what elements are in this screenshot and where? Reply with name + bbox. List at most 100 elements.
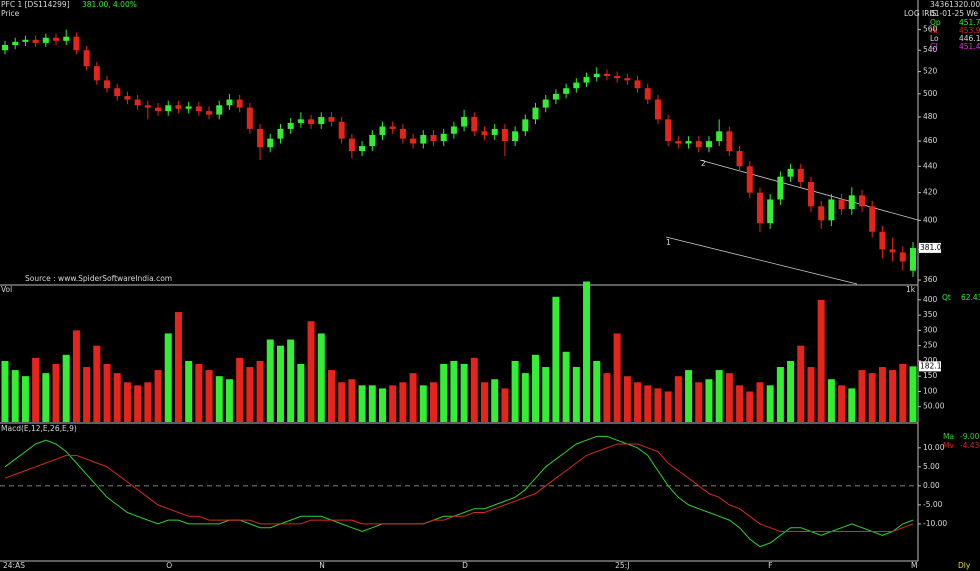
candle-body [165,105,172,112]
volume-bar [113,373,121,422]
y-tick-label: 5.00 [923,462,940,471]
candle-body [481,131,488,135]
candle-body [104,80,111,89]
volume-bar [215,376,223,422]
legend-label: Ma [943,432,954,441]
volume-bar [185,360,193,422]
candle-body [328,116,335,122]
volume-bar [756,382,764,422]
volume-bar [32,357,40,422]
ohlc-label: Hi [930,26,938,35]
candle-body [42,37,49,43]
candle-body [695,141,702,148]
symbol: PFC 1 [DS114299] [1,0,70,9]
macd-line [4,435,914,548]
volume-bar [511,360,519,422]
x-tick-label: 24:AS [3,561,25,570]
candle-body [736,151,743,167]
candle-body [838,199,845,210]
volume-bar [787,360,795,422]
volume-bar [429,382,437,422]
last-price-box [919,242,941,253]
volume-bar [838,385,846,422]
scale-flag: IRIS [922,9,937,18]
ohlc-label: Op [930,18,941,27]
candle-body [410,138,417,144]
volume-bar [1,360,9,422]
volume-bar [613,333,621,422]
candle-body [175,105,182,109]
volume-bar [276,345,284,422]
candle-body [603,73,610,76]
qt-label: Qt [942,293,951,302]
volume-bar [654,388,662,422]
volume-bar [593,360,601,422]
volume-bar [817,299,825,422]
candle-body [501,128,508,142]
candle-body [665,119,672,142]
period: Dly [958,561,971,570]
candle-body [195,106,202,112]
volume-bar [491,379,499,422]
candle-body [338,121,345,139]
candle-body [399,128,406,139]
volume-bar [440,363,448,422]
candle-body [359,146,366,152]
volume-bar [562,351,570,422]
volume-bar [572,367,580,422]
ohlc-value: 446.10 [959,34,980,43]
candle-body [542,99,549,108]
volume-bar [93,345,101,422]
volume-bar [11,370,19,422]
volume-bar [797,345,805,422]
candle-body [614,75,621,79]
volume-bar [195,363,203,422]
panel-label: Price [1,9,20,18]
candle-body [777,176,784,200]
volume-bar [674,376,682,422]
volume-bar [174,312,182,422]
candle-body [563,88,570,94]
candle-body [522,119,529,132]
x-tick-label: D [462,561,468,570]
volume-bar [389,385,397,422]
candle-body [226,99,233,106]
candle-body [12,41,19,45]
y-tick-label: 420 [923,188,938,197]
volume-bar [705,379,713,422]
x-tick-label: F [768,561,772,570]
volume-bar [644,385,652,422]
y-tick-label: 460 [923,136,938,145]
y-tick-label: 50.00 [923,402,945,411]
y-tick-label: 350 [923,310,938,319]
y-tick-label: 400 [923,215,938,224]
scale-flag: LOG [904,9,920,18]
y-tick-label: 10.00 [923,443,945,452]
y-tick-label: 200 [923,356,938,365]
candle-body [634,80,641,89]
unit: 1k [906,285,916,294]
volume-bar [144,382,152,422]
candle-body [53,37,60,41]
candle-body [573,82,580,89]
candle-body [73,36,80,51]
candle-body [348,138,355,152]
candle-body [32,39,39,43]
y-tick-label: 250 [923,341,938,350]
candle-body [512,131,519,142]
volume-bar [776,367,784,422]
candle-body [2,44,8,51]
info: 34361320.00 [930,0,980,9]
candle-body [491,128,498,135]
volume-bar [378,388,386,422]
candle-body [716,131,723,142]
candle-body [308,119,315,125]
volume-bar [878,367,886,422]
x-tick-label: O [166,561,172,570]
candle-body [185,106,192,109]
legend-value: -4.43 [960,441,980,450]
volume-bar [103,363,111,422]
volume-bar [807,367,815,422]
candle-body [144,105,151,108]
volume-bar [154,370,162,422]
